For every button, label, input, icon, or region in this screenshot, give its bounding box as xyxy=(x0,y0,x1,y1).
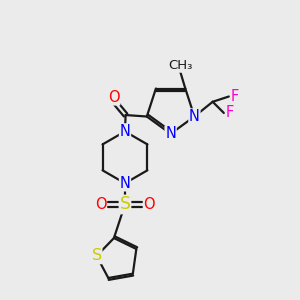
Text: N: N xyxy=(165,126,176,141)
Text: N: N xyxy=(119,176,130,191)
Text: CH₃: CH₃ xyxy=(168,59,192,72)
Text: O: O xyxy=(144,197,155,212)
Text: O: O xyxy=(108,90,120,105)
Text: S: S xyxy=(92,248,102,263)
Text: S: S xyxy=(119,196,130,214)
Text: N: N xyxy=(119,124,130,139)
Text: N: N xyxy=(189,109,200,124)
Text: O: O xyxy=(95,197,106,212)
Text: F: F xyxy=(226,106,234,121)
Text: F: F xyxy=(231,89,239,104)
